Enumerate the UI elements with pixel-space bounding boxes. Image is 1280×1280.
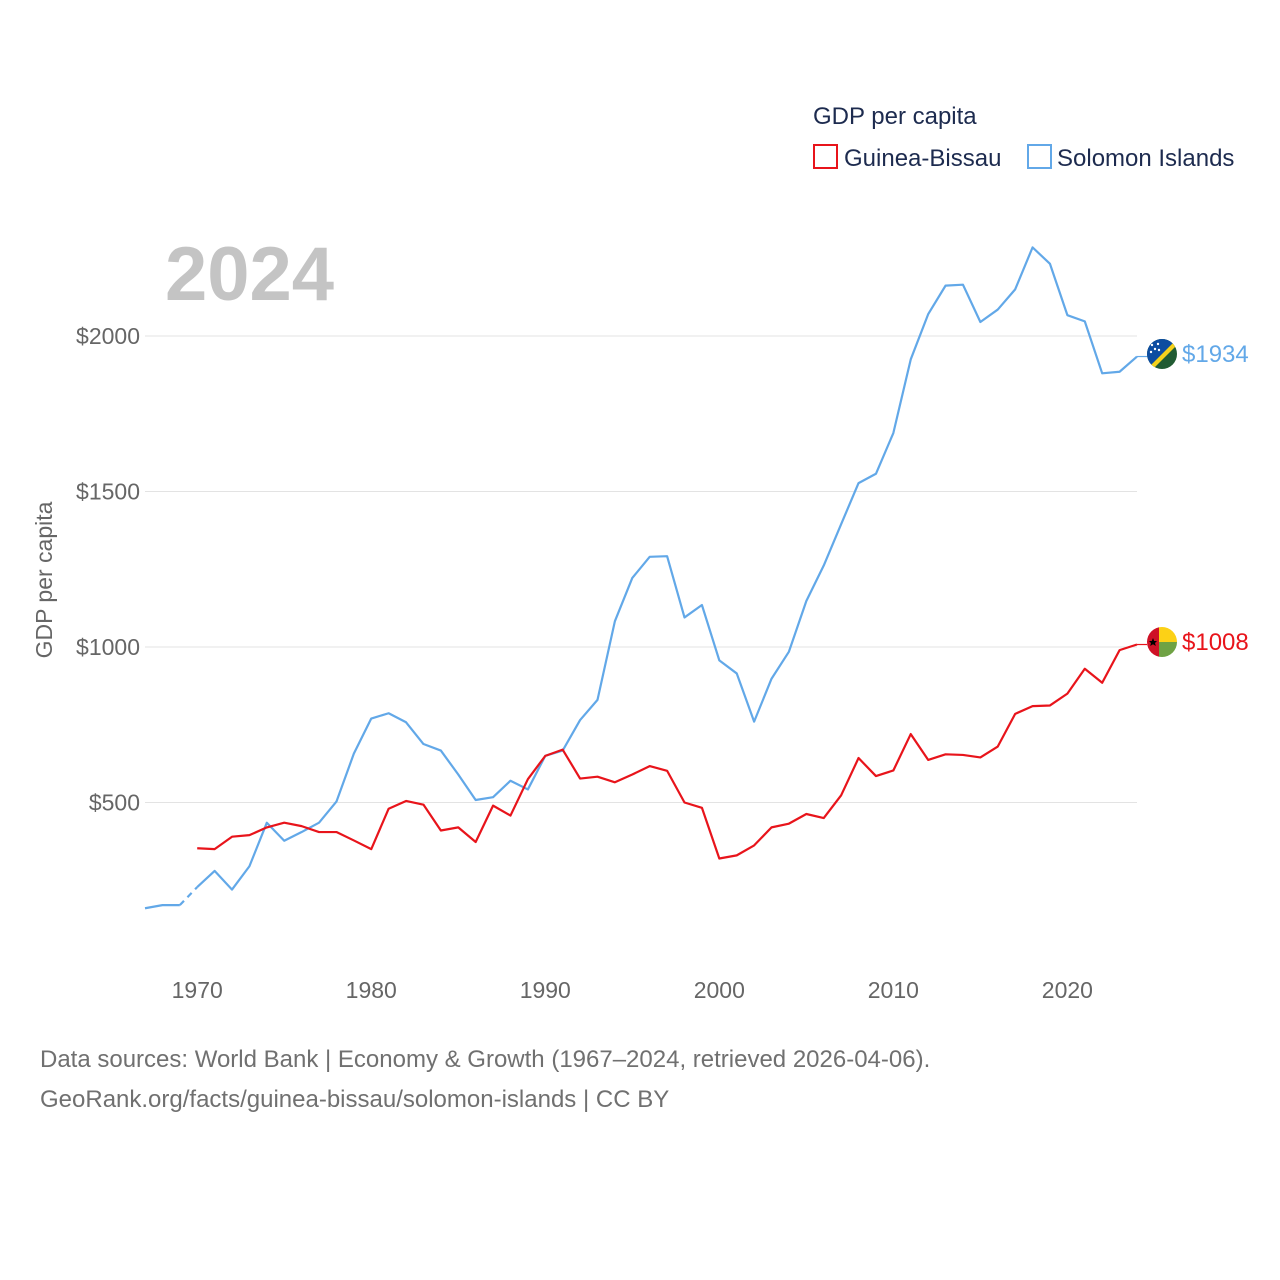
x-tick-label-2010: 2010: [868, 977, 919, 1003]
legend-item-guinea-bissau[interactable]: Guinea-Bissau: [813, 144, 1001, 172]
legend-item-solomon-islands[interactable]: Solomon Islands: [1027, 144, 1234, 172]
series-gap-solomon-islands: [179, 886, 199, 906]
y-axis-title: GDP per capita: [31, 501, 57, 658]
y-tick-label-1500: $1500: [76, 479, 140, 505]
x-tick-label-2020: 2020: [1042, 977, 1093, 1003]
x-tick-label-1990: 1990: [520, 977, 571, 1003]
y-tick-label-500: $500: [89, 790, 140, 816]
solomon-islands-end-value: $1934: [1182, 341, 1249, 368]
series-layer: [144, 246, 1147, 910]
series-line-guinea-bissau: [197, 643, 1138, 860]
legend-label-solomon-islands: Solomon Islands: [1057, 145, 1234, 172]
series-line-solomon-islands: [196, 246, 1138, 891]
y-tick-label-2000: $2000: [76, 323, 140, 349]
guinea-bissau-flag-icon: [1147, 627, 1177, 657]
y-axis-ticks: $500 $1000 $1500 $2000: [76, 323, 140, 816]
legend-swatch-solomon-islands: [1027, 144, 1052, 169]
legend-swatch-guinea-bissau: [813, 144, 838, 169]
grid-layer: [145, 335, 1137, 803]
source-note: Data sources: World Bank | Economy & Gro…: [40, 1040, 1240, 1120]
year-overlay: 2024: [165, 232, 334, 317]
x-axis-ticks: 1970 1980 1990 2000 2010 2020: [172, 977, 1093, 1003]
guinea-bissau-end-value: $1008: [1182, 629, 1249, 656]
source-line-data-sources: Data sources: World Bank | Economy & Gro…: [40, 1046, 931, 1073]
x-tick-label-2000: 2000: [694, 977, 745, 1003]
x-tick-label-1970: 1970: [172, 977, 223, 1003]
source-line-georank-link[interactable]: GeoRank.org/facts/guinea-bissau/solomon-…: [40, 1086, 670, 1113]
legend-title: GDP per capita: [813, 103, 977, 130]
x-tick-label-1980: 1980: [346, 977, 397, 1003]
y-tick-label-1000: $1000: [76, 634, 140, 660]
solomon-islands-flag-icon: [1147, 339, 1177, 369]
legend-label-guinea-bissau: Guinea-Bissau: [844, 145, 1001, 172]
legend: GDP per capita Guinea-Bissau Solomon Isl…: [813, 103, 1234, 172]
series-line-solomon-islands-early: [144, 904, 180, 910]
